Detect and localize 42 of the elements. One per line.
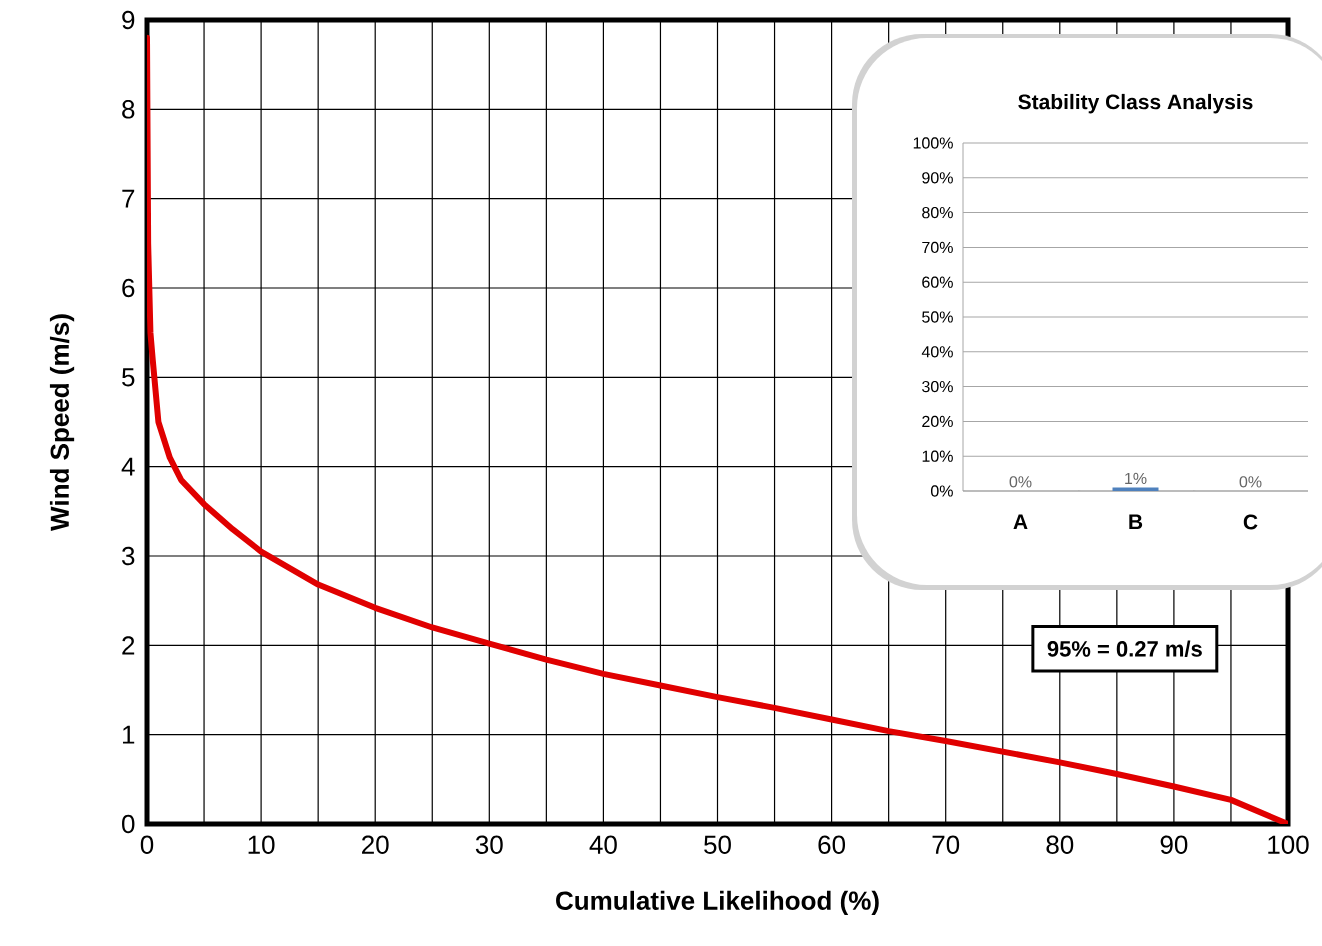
x-tick-label: 60 xyxy=(818,835,846,854)
y-tick-label: 60% xyxy=(922,276,953,288)
x-tick-label: 50 xyxy=(704,835,731,854)
data-label: 0% xyxy=(1239,476,1262,488)
x-tick-label: 100 xyxy=(1268,835,1309,854)
x-axis-title: Cumulative Likelihood (%) xyxy=(556,890,879,916)
y-tick-label: 10% xyxy=(922,450,953,462)
x-tick-label: 20 xyxy=(362,835,389,854)
x-tick-label: 30 xyxy=(475,835,503,854)
y-tick-label: 2 xyxy=(122,636,135,655)
x-tick-label: 10 xyxy=(248,835,275,854)
y-tick-label: 8 xyxy=(122,100,135,119)
y-tick-label: 1 xyxy=(122,725,135,744)
y-axis-title: Wind Speed (m/s) xyxy=(49,314,75,531)
y-tick-label: 7 xyxy=(122,189,135,208)
y-tick-label: 3 xyxy=(122,546,135,566)
y-tick-label: 50% xyxy=(922,311,953,323)
x-tick-label: 80 xyxy=(1046,835,1074,854)
data-label: 1% xyxy=(1125,472,1147,484)
y-tick-label: 40% xyxy=(921,346,953,358)
x-tick-label: 70 xyxy=(932,835,960,854)
y-tick-label: 100% xyxy=(913,137,953,149)
y-tick-label: 6 xyxy=(122,278,135,298)
y-tick-label: 9 xyxy=(122,10,135,30)
x-tick-label: 90 xyxy=(1160,835,1188,854)
y-tick-label: 0% xyxy=(930,485,953,497)
y-tick-label: 20% xyxy=(922,415,953,428)
x-tick-label: A xyxy=(1013,514,1028,529)
y-tick-label: 90% xyxy=(922,172,953,184)
y-tick-label: 0 xyxy=(122,814,135,834)
data-label: 0% xyxy=(1009,476,1032,488)
x-tick-label: B xyxy=(1129,514,1143,529)
annotation: 95% = 0.27 m/s xyxy=(1047,640,1202,657)
x-tick-label: C xyxy=(1243,514,1258,530)
y-tick-label: 5 xyxy=(122,368,135,387)
x-tick-label: 0 xyxy=(140,835,154,854)
x-tick-label: 40 xyxy=(589,835,617,854)
chart-title: Stability Class Analysis xyxy=(1018,93,1253,114)
y-tick-label: 70% xyxy=(922,241,953,254)
y-tick-label: 80% xyxy=(922,206,953,219)
y-tick-label: 4 xyxy=(121,457,135,476)
y-tick-label: 30% xyxy=(922,380,953,393)
